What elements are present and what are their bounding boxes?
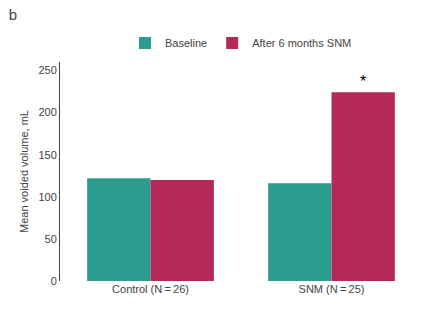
svg-text:150: 150	[38, 149, 56, 161]
svg-text:Control (N = 26): Control (N = 26)	[112, 283, 189, 295]
svg-text:b: b	[9, 6, 17, 23]
svg-text:After 6 months SNM: After 6 months SNM	[252, 37, 351, 49]
svg-text:Mean voided volume, mL: Mean voided volume, mL	[18, 110, 30, 233]
svg-text:50: 50	[45, 233, 57, 245]
svg-text:0: 0	[51, 275, 57, 287]
svg-text:250: 250	[38, 64, 56, 76]
svg-text:200: 200	[38, 106, 56, 118]
svg-text:*: *	[360, 73, 366, 90]
svg-text:SNM (N = 25): SNM (N = 25)	[299, 283, 365, 295]
svg-text:100: 100	[38, 191, 56, 203]
svg-text:Baseline: Baseline	[165, 37, 207, 49]
